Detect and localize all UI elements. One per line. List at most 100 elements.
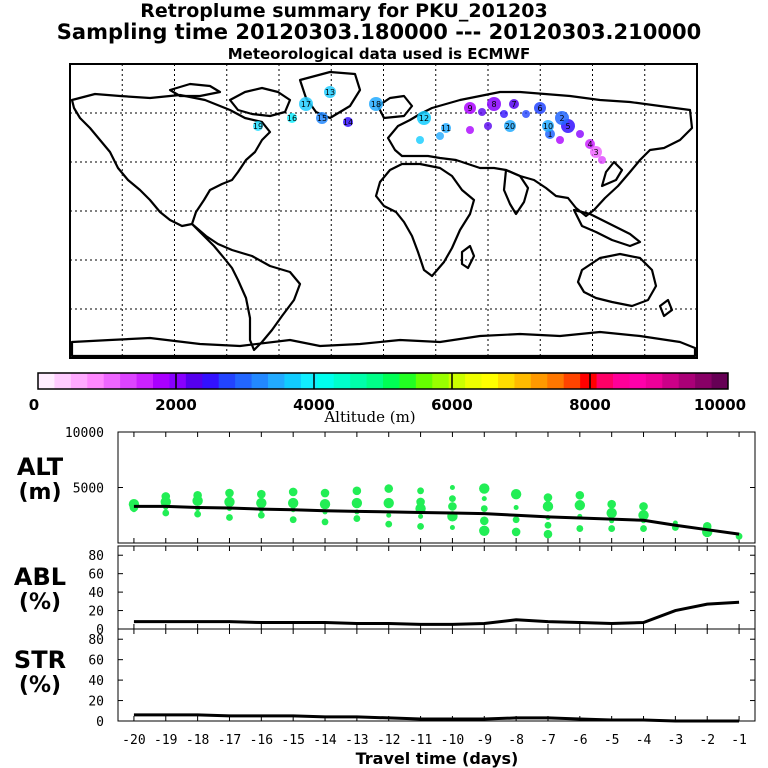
plume-marker (504, 120, 516, 132)
colorbar-label: Altitude (m) (323, 408, 415, 426)
alt-point (225, 488, 234, 498)
colorbar-tick-label: 10000 (694, 396, 746, 414)
alt-point (574, 500, 586, 511)
y-tick-label: 40 (88, 586, 104, 601)
alt-point (513, 504, 519, 510)
plume-marker-label: 3 (593, 148, 598, 157)
plume-marker (369, 97, 383, 111)
y-axis-label: STR (14, 646, 66, 674)
y-tick-label: 0 (96, 715, 104, 730)
colorbar-cell (629, 373, 647, 389)
x-tick-label: -5 (604, 733, 620, 748)
alt-point (321, 518, 329, 526)
colorbar-cell (185, 373, 203, 389)
x-tick-label: -3 (668, 733, 684, 748)
plume-marker-label: 13 (325, 88, 335, 97)
colorbar-cell (399, 373, 417, 389)
plume-marker (555, 111, 569, 125)
alt-panel: 10000 5000 ALT(m) (17, 426, 756, 544)
colorbar-cell (645, 373, 663, 389)
alt-point (353, 515, 361, 522)
alt-point (638, 510, 649, 521)
colorbar-cell (300, 373, 318, 389)
colorbar-cell (251, 373, 269, 389)
colorbar-cell (54, 373, 72, 389)
colorbar-cell (70, 373, 88, 389)
colorbar-tick-label: 8000 (569, 396, 611, 414)
plume-dot (436, 132, 444, 140)
y-tick-label: 60 (88, 654, 104, 669)
plume-marker-label: 4 (587, 140, 592, 149)
alt-point (510, 488, 522, 500)
y-tick-label: 80 (88, 549, 104, 564)
colorbar-cell (563, 373, 581, 389)
plume-marker-label: 10 (543, 122, 553, 131)
plume-marker (417, 111, 431, 125)
chart-title: Retroplume summary for PKU_201203 (140, 0, 548, 22)
colorbar-cell (481, 373, 499, 389)
plume-marker-label: 18 (371, 100, 381, 109)
alt-point (256, 497, 267, 509)
y-axis-label: ABL (14, 563, 66, 591)
plume-marker-label: 2 (559, 114, 564, 123)
plume-marker (316, 112, 328, 124)
colorbar-tick-label: 4000 (293, 396, 335, 414)
alt-mean-line (133, 504, 740, 536)
alt-point (449, 485, 455, 490)
alt-point (640, 525, 647, 532)
colorbar-cell (465, 373, 483, 389)
alt-point (543, 493, 553, 502)
alt-point (479, 516, 489, 526)
plume-marker-label: 16 (287, 114, 297, 123)
y-tick-label: 60 (88, 568, 104, 583)
colorbar-tick-label: 6000 (431, 396, 473, 414)
abl-panel: 0 20 40 60 80 ABL(%) (14, 545, 756, 638)
x-tick-label: -11 (409, 733, 432, 748)
plume-marker-label: 9 (467, 104, 472, 113)
plume-marker-label: 11 (441, 124, 451, 133)
alt-point (193, 490, 202, 500)
colorbar-cell (580, 373, 598, 389)
colorbar-cell (695, 373, 713, 389)
colorbar-cell (284, 373, 302, 389)
alt-point (257, 489, 266, 499)
alt-point (479, 525, 490, 536)
plume-marker (487, 97, 501, 111)
colorbar-cell (202, 373, 220, 389)
plume-marker-label: 12 (419, 114, 429, 123)
plume-marker (590, 146, 602, 158)
x-tick-label: -6 (572, 733, 588, 748)
plume-marker (542, 120, 554, 132)
colorbar-cell (448, 373, 466, 389)
alt-point (544, 521, 552, 529)
alt-point (416, 497, 425, 507)
plume-dot (500, 110, 508, 118)
plume-marker (585, 139, 595, 149)
alt-point (608, 525, 616, 532)
plume-marker (441, 123, 451, 133)
alt-point (288, 487, 298, 497)
colorbar-cell (432, 373, 450, 389)
colorbar-cell (662, 373, 680, 389)
plume-dot (466, 126, 474, 134)
y-axis-label: ALT (17, 453, 64, 481)
altitude-colorbar: 0 2000 4000 6000 8000 10000 Altitude (m) (29, 372, 746, 426)
str-line (133, 713, 740, 723)
plume-marker (464, 102, 476, 114)
x-tick-label: -1 (731, 733, 747, 748)
plume-marker (299, 97, 313, 111)
plume-marker (253, 121, 263, 131)
x-tick-label: -9 (476, 733, 492, 748)
plume-dot (556, 136, 564, 144)
alt-point (224, 496, 235, 508)
panel-frame (117, 431, 756, 544)
colorbar-cell (383, 373, 400, 389)
plume-marker (324, 86, 336, 98)
colorbar-tick-label: 2000 (155, 396, 197, 414)
x-tick-label: -13 (345, 733, 368, 748)
colorbar-cell (169, 373, 187, 389)
plume-marker-label: 6 (537, 104, 542, 113)
